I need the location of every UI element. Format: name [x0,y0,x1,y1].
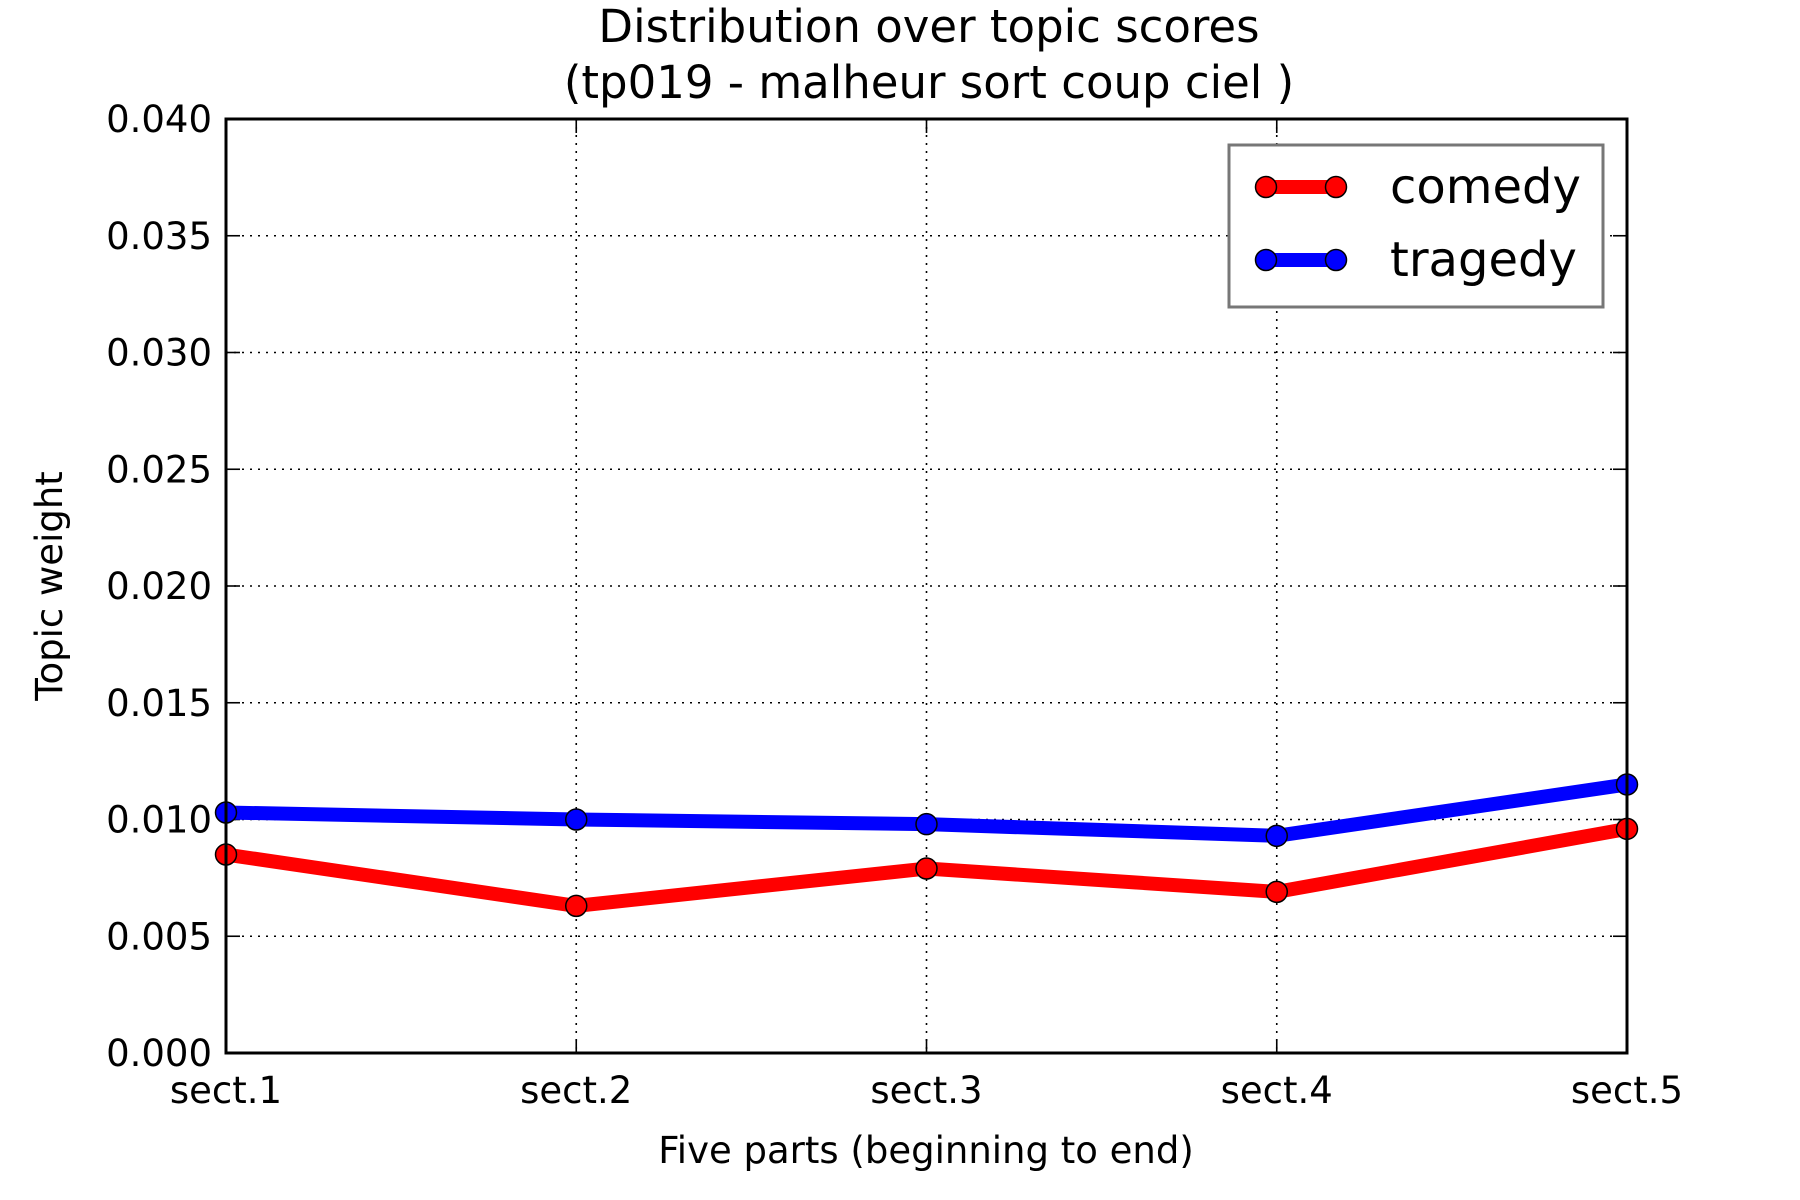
legend-marker-comedy [1324,175,1348,199]
x-tick-label: sect.2 [520,1069,632,1112]
chart-title-line2: (tp019 - malheur sort coup ciel ) [564,56,1294,109]
plot-frame [224,117,1629,1055]
y-tick-label: 0.020 [106,565,212,608]
data-point-comedy [565,894,588,918]
legend-marker-tragedy [1254,248,1278,272]
legend-marker-tragedy [1324,248,1348,272]
y-tick-label: 0.000 [106,1032,212,1075]
x-axis-label: Five parts (beginning to end) [658,1129,1194,1172]
y-tick-label: 0.040 [106,98,212,141]
x-tick-label: sect.3 [870,1069,982,1112]
data-point-tragedy [1265,824,1288,848]
data-point-comedy [915,857,938,880]
y-tick-label: 0.010 [106,799,212,842]
y-tick-label: 0.015 [106,682,212,725]
y-axis-ticks: 0.000 0.005 0.010 0.015 0.020 0.025 0.030 0.035… [106,98,1627,1075]
x-tick-label: sect.1 [170,1069,282,1112]
y-axis-label: Topic weight [28,471,71,702]
x-tick-label: sect.4 [1221,1069,1333,1112]
y-tick-label: 0.030 [106,332,212,375]
legend-marker-comedy [1254,175,1278,199]
x-axis-ticks: sect.1 sect.2 sect.3 sect.4 sect.5 [170,119,1683,1112]
data-point-tragedy [565,808,588,831]
y-tick-label: 0.035 [106,215,212,258]
y-tick-label: 0.025 [106,448,212,491]
x-tick-label: sect.5 [1571,1069,1683,1112]
chart-title-line1: Distribution over topic scores [598,0,1259,53]
data-point-tragedy [915,812,938,836]
legend: comedy tragedy [1227,143,1605,309]
legend-label-comedy: comedy [1390,159,1581,215]
legend-label-tragedy: tragedy [1390,232,1577,288]
y-tick-label: 0.005 [106,915,212,958]
data-point-comedy [1265,880,1288,904]
legend-box [1227,143,1605,309]
